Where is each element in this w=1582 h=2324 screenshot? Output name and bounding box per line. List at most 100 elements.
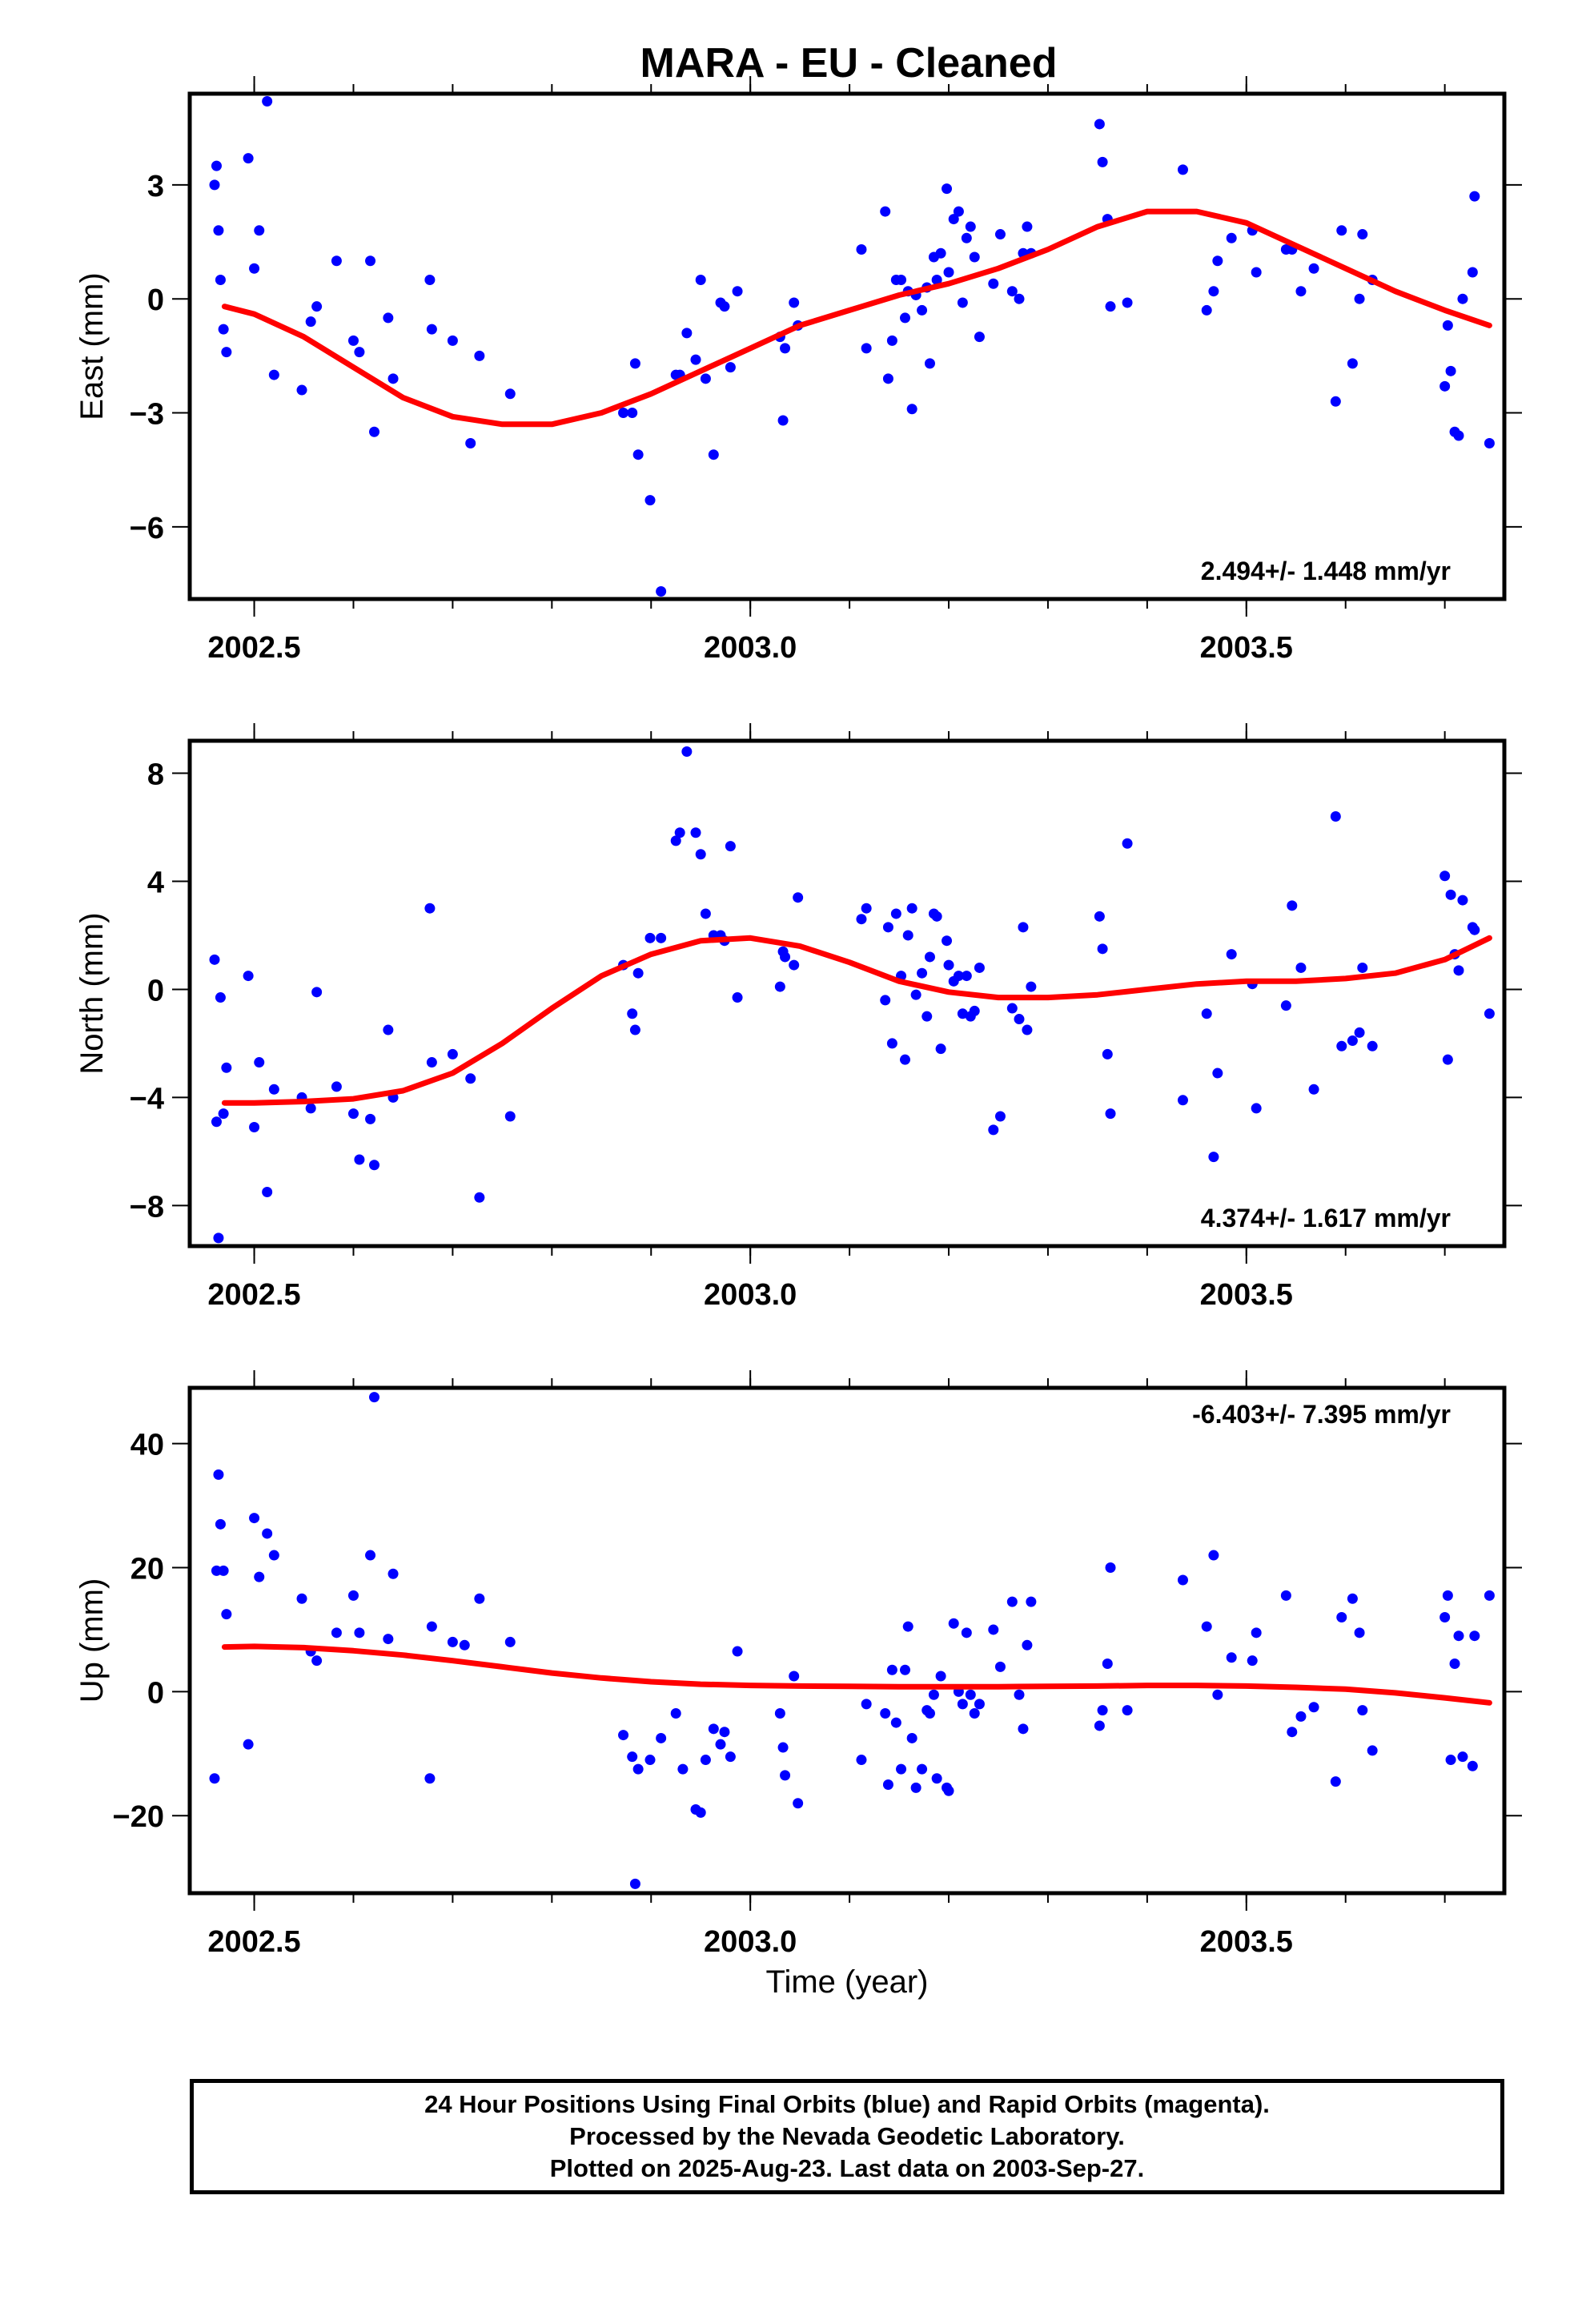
x-axis-label: Time (year) [766, 1964, 929, 2000]
data-point [774, 981, 785, 992]
data-point [1354, 1627, 1365, 1638]
data-point [215, 992, 226, 1003]
data-point [886, 1664, 897, 1675]
model-curve [221, 935, 1492, 1106]
data-point [618, 408, 629, 419]
data-point [942, 935, 953, 947]
data-point [1094, 911, 1105, 922]
data-point [708, 1723, 719, 1735]
data-point [715, 1739, 726, 1750]
x-tick-label: 2003.5 [1200, 1278, 1293, 1312]
data-point [1457, 293, 1468, 304]
data-point [618, 1730, 629, 1741]
data-point [347, 1590, 359, 1601]
data-point [1122, 1705, 1133, 1716]
data-point [387, 1568, 399, 1579]
data-point [1251, 267, 1262, 278]
data-point [354, 1154, 365, 1165]
data-point [700, 908, 711, 919]
data-point [644, 1755, 656, 1766]
data-point [681, 328, 693, 339]
data-point [777, 415, 789, 426]
x-tick-label: 2003.0 [704, 631, 797, 665]
panel-up: 2002.5 2003.0 2003.5 40 20 0 −20 Up (mm) -6.403+… [74, 1370, 1522, 1959]
data-point [213, 1232, 224, 1244]
data-point [656, 932, 667, 943]
data-point [1287, 1727, 1298, 1738]
y-axis-label: Up (mm) [74, 1578, 110, 1703]
data-point [347, 335, 359, 346]
data-point [931, 911, 942, 922]
data-point [670, 1707, 681, 1719]
data-point [209, 954, 220, 965]
data-point [1022, 1639, 1033, 1651]
data-point [695, 1807, 706, 1818]
data-point [906, 1732, 917, 1743]
data-point [1226, 949, 1237, 960]
data-point [209, 1773, 220, 1784]
data-point [1094, 1720, 1105, 1731]
data-point [1097, 1705, 1108, 1716]
data-point [1445, 889, 1456, 900]
data-point [632, 449, 644, 460]
data-point [1445, 365, 1456, 376]
data-point [1102, 1659, 1113, 1670]
data-point [988, 1624, 999, 1635]
data-point [677, 1763, 689, 1775]
data-point [1453, 430, 1464, 441]
data-point [1201, 304, 1212, 316]
data-point [906, 404, 917, 415]
rate-label: 2.494+/- 1.448 mm/yr [1201, 557, 1451, 585]
data-point [1212, 1068, 1223, 1079]
data-point [209, 179, 220, 191]
data-point [861, 343, 872, 354]
data-point [331, 255, 342, 267]
data-point [917, 967, 928, 979]
data-point [347, 1108, 359, 1120]
data-point [213, 1469, 224, 1480]
x-tick-label: 2002.5 [207, 631, 300, 665]
data-point [856, 914, 867, 925]
data-point [793, 1798, 804, 1809]
data-point [331, 1627, 342, 1638]
data-point [1014, 293, 1025, 304]
data-point [221, 347, 232, 358]
data-point [899, 312, 910, 324]
footer-line-3: Plotted on 2025-Aug-23. Last data on 200… [549, 2154, 1145, 2182]
data-point [953, 971, 964, 982]
data-point [1208, 1152, 1219, 1163]
data-point [305, 1103, 316, 1114]
data-point [1022, 221, 1033, 232]
data-point [1226, 1652, 1237, 1663]
panels-group: 2002.5 2003.0 2003.5 3 0 −3 −6 East (mm) 2.494+/… [74, 76, 1522, 1959]
data-point [504, 1636, 516, 1647]
data-point [700, 373, 711, 384]
data-point [1122, 297, 1133, 308]
data-point [861, 1699, 872, 1710]
data-point [1122, 838, 1133, 849]
data-point [1453, 965, 1464, 976]
data-point [732, 1646, 743, 1657]
footer-line-1: 24 Hour Positions Using Final Orbits (bl… [424, 2090, 1270, 2118]
data-point [296, 384, 307, 396]
data-point [793, 892, 804, 903]
data-point [1006, 1003, 1018, 1014]
data-point [1484, 1590, 1495, 1601]
data-point [896, 1763, 907, 1775]
data-point [254, 1571, 265, 1582]
data-point [1102, 1048, 1113, 1059]
data-point [629, 1024, 640, 1035]
data-point [906, 903, 917, 914]
data-point [681, 746, 693, 757]
y-axis-label: North (mm) [74, 912, 110, 1074]
data-point [1484, 437, 1495, 448]
data-point [1469, 924, 1480, 935]
data-point [296, 1593, 307, 1604]
data-point [656, 1732, 667, 1743]
data-point [213, 225, 224, 236]
data-point [961, 1627, 972, 1638]
data-point [896, 274, 907, 285]
data-point [644, 495, 656, 506]
data-point [856, 1755, 867, 1766]
data-point [935, 1043, 946, 1055]
